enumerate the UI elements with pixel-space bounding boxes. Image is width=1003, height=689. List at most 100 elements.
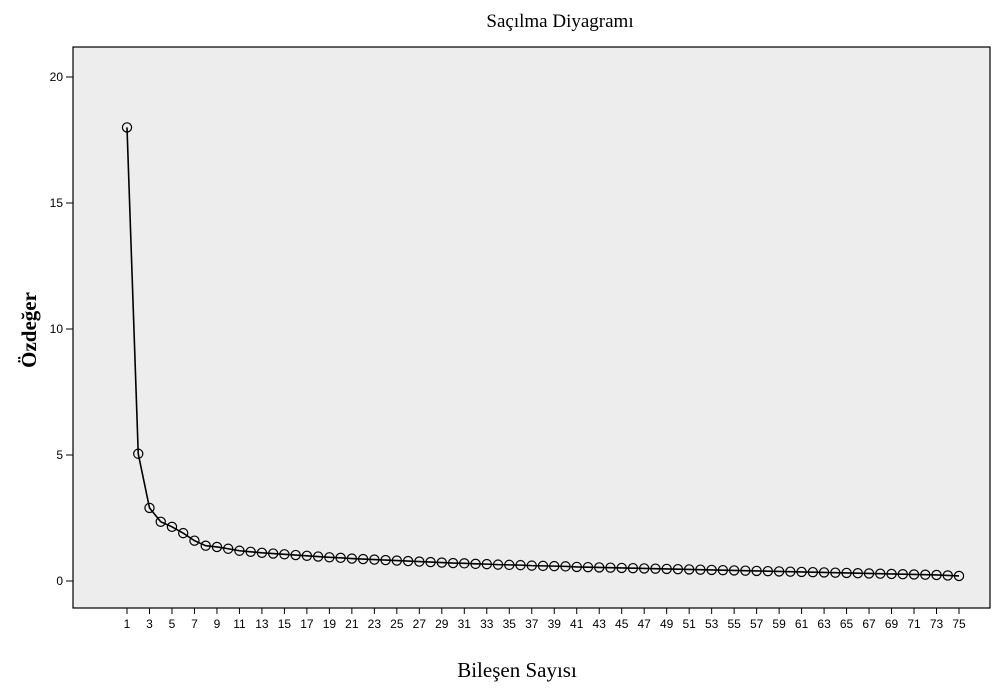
data-point: [616, 562, 627, 574]
data-point: [549, 560, 560, 572]
x-tick-label: 75: [952, 617, 966, 631]
data-point: [886, 568, 897, 580]
data-point: [717, 564, 729, 576]
data-point: [807, 566, 819, 578]
data-point: [402, 555, 414, 567]
data-point: [897, 568, 908, 580]
data-point: [515, 559, 526, 571]
data-point: [200, 540, 211, 551]
x-tick-label: 27: [413, 617, 427, 631]
data-point: [863, 568, 875, 579]
data-point: [785, 566, 796, 577]
data-point: [661, 563, 672, 575]
data-point: [470, 558, 481, 570]
x-tick-label: 23: [368, 617, 382, 631]
data-point: [875, 568, 886, 579]
data-point: [391, 555, 403, 566]
data-point: [504, 559, 515, 571]
data-point: [751, 565, 762, 577]
x-tick-label: 9: [214, 617, 221, 631]
x-tick-label: 53: [705, 617, 719, 631]
x-tick-label: 15: [278, 617, 292, 631]
data-point: [245, 546, 256, 557]
data-point: [852, 567, 864, 579]
data-point: [740, 565, 751, 576]
x-tick-label: 49: [660, 617, 674, 631]
data-point: [279, 549, 290, 560]
data-point: [267, 548, 279, 559]
data-point: [830, 567, 841, 578]
x-tick-label: 51: [682, 617, 696, 631]
data-point: [627, 562, 639, 574]
x-tick-label: 3: [146, 617, 153, 631]
y-tick-label: 20: [50, 70, 64, 84]
data-point: [841, 567, 852, 579]
data-point: [346, 553, 358, 564]
data-point: [818, 567, 830, 578]
data-point: [312, 551, 324, 562]
data-point: [178, 527, 189, 539]
y-axis: 0 5 10 15 20: [50, 70, 73, 588]
x-tick-label: 11: [233, 617, 246, 631]
x-tick-label: 29: [435, 617, 449, 631]
data-point: [425, 556, 436, 568]
x-tick-label: 43: [593, 617, 607, 631]
data-point: [290, 549, 301, 561]
data-point: [594, 562, 605, 573]
data-point: [537, 560, 549, 572]
data-point: [211, 541, 223, 553]
x-tick-label: 57: [750, 617, 764, 631]
data-point: [953, 570, 965, 582]
x-tick-label: 73: [930, 617, 944, 631]
series-line: [126, 127, 960, 577]
x-tick-label: 17: [300, 617, 314, 631]
y-axis-label: Özdeğer: [17, 292, 41, 368]
data-point: [133, 448, 144, 459]
data-point: [706, 564, 717, 576]
data-point: [492, 559, 504, 570]
data-point: [931, 569, 942, 581]
data-point: [762, 565, 774, 577]
data-point: [301, 550, 313, 562]
y-tick-label: 5: [56, 448, 63, 462]
x-tick-label: 41: [570, 617, 584, 631]
x-tick-label: 63: [817, 617, 831, 631]
data-point: [459, 558, 470, 569]
data-point: [324, 552, 335, 563]
x-tick-label: 65: [840, 617, 854, 631]
x-tick-label: 59: [772, 617, 786, 631]
plot-area: [72, 46, 991, 609]
data-point: [942, 570, 953, 581]
x-tick-label: 19: [323, 617, 337, 631]
data-point: [796, 566, 807, 578]
x-tick-label: 61: [795, 617, 809, 631]
x-tick-label: 67: [862, 617, 876, 631]
data-point: [571, 561, 582, 573]
data-point: [234, 545, 245, 556]
data-point: [672, 563, 684, 575]
y-tick-label: 15: [50, 196, 64, 210]
data-point: [638, 563, 650, 574]
data-point: [414, 556, 425, 567]
x-tick-label: 69: [885, 617, 899, 631]
data-point: [369, 554, 380, 565]
data-point: [773, 566, 785, 577]
data-point: [582, 561, 594, 573]
y-tick-label: 10: [50, 322, 64, 336]
x-tick-label: 25: [390, 617, 404, 631]
x-tick-label: 5: [169, 617, 176, 631]
data-point: [436, 557, 448, 568]
x-tick-label: 37: [525, 617, 539, 631]
data-point: [447, 557, 459, 569]
x-tick-label: 55: [727, 617, 741, 631]
data-point: [222, 543, 234, 554]
data-point: [526, 560, 537, 571]
x-tick-label: 33: [480, 617, 494, 631]
data-point: [908, 569, 920, 580]
x-axis: 1 3 5 7 9 11 13 15 17 19 21 23 25 27 29 31 33 35 37 39 41 43 4…: [124, 608, 966, 631]
x-tick-label: 39: [548, 617, 562, 631]
x-axis-label: Bileşen Sayısı: [457, 658, 577, 682]
data-point: [155, 516, 166, 527]
data-point: [605, 562, 616, 573]
